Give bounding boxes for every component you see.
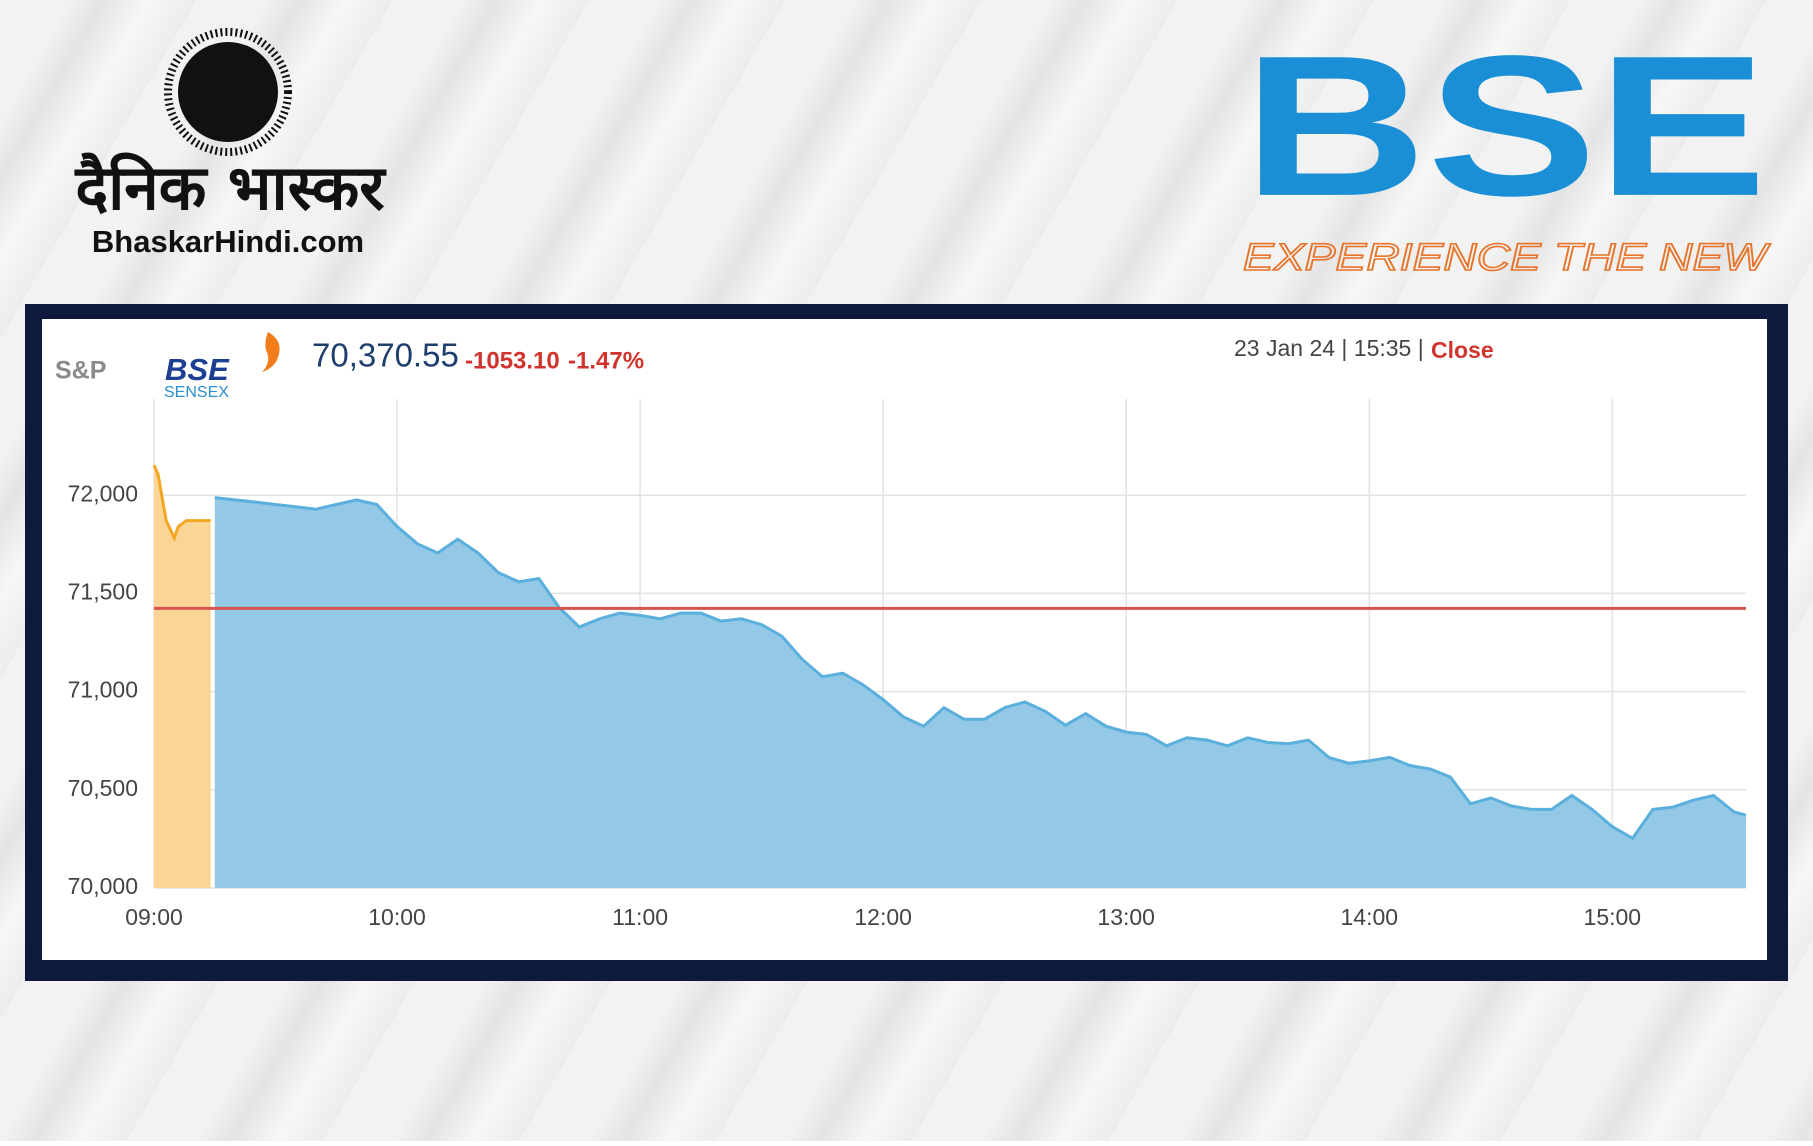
x-tick-label: 11:00 xyxy=(612,904,668,930)
change-pct: -1.47% xyxy=(568,347,644,374)
logo-bse: BSE xyxy=(165,352,230,387)
brand-site: BhaskarHindi.com xyxy=(92,224,364,259)
series-line xyxy=(214,496,1747,841)
x-tick-label: 13:00 xyxy=(1097,904,1155,930)
series-line xyxy=(152,464,211,542)
y-tick-label: 71,000 xyxy=(68,677,138,703)
y-tick-label: 70,500 xyxy=(68,775,138,801)
logo-sensex: SENSEX xyxy=(164,384,229,401)
logo-flame xyxy=(262,332,280,372)
brand-hindi: दैनिक भास्कर xyxy=(74,151,387,224)
x-tick-label: 14:00 xyxy=(1340,904,1398,930)
y-tick-label: 71,500 xyxy=(68,578,138,604)
timestamp: 23 Jan 24 | 15:35 | xyxy=(1234,335,1424,361)
x-tick-label: 09:00 xyxy=(125,904,183,930)
logo-sp: S&P xyxy=(55,357,106,385)
bse-logo: BSE xyxy=(1243,15,1767,238)
x-tick-label: 12:00 xyxy=(854,904,912,930)
x-tick-label: 15:00 xyxy=(1584,904,1642,930)
y-tick-label: 70,000 xyxy=(68,873,138,899)
price: 70,370.55 xyxy=(312,337,459,374)
area-fill xyxy=(154,465,211,888)
status: Close xyxy=(1431,337,1494,363)
bhaskar-logo xyxy=(164,28,292,156)
bse-tagline: EXPERIENCE THE NEW xyxy=(1243,237,1771,279)
change: -1053.10 xyxy=(465,347,560,374)
y-tick-label: 72,000 xyxy=(68,480,138,506)
x-tick-label: 10:00 xyxy=(368,904,426,930)
plot: 70,000 70,500 71,000 71,500 72,000 09:00 10:00… xyxy=(68,399,1747,930)
area-fill xyxy=(214,497,1746,888)
